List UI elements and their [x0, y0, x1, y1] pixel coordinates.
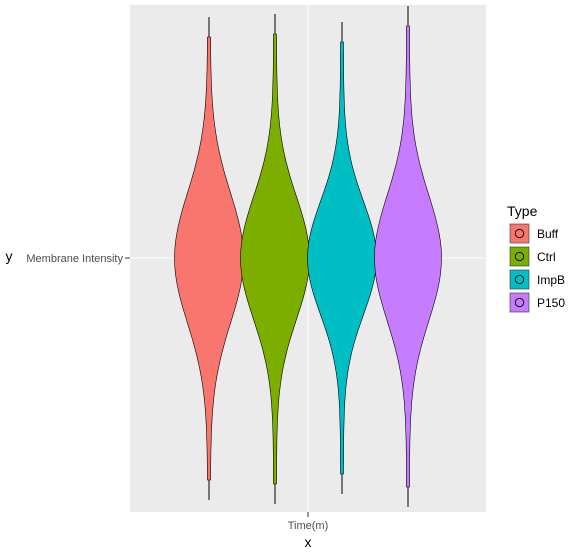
- legend-items: Buff Ctrl ImpB P150: [509, 223, 565, 313]
- violin-layer: [174, 6, 442, 507]
- legend-point-icon: [514, 251, 525, 262]
- legend-label-p150: P150: [537, 296, 565, 310]
- legend-key-p150: [509, 292, 530, 313]
- violin-impb: [307, 41, 377, 475]
- legend: Type Buff Ctrl ImpB P150: [507, 203, 565, 313]
- x-axis-title: x: [305, 534, 312, 550]
- legend-key-impb: [509, 269, 530, 290]
- legend-key-buff: [509, 223, 530, 244]
- legend-label-buff: Buff: [537, 227, 559, 241]
- violin-buff: [174, 36, 244, 481]
- y-axis-title: y: [6, 248, 13, 264]
- legend-label-impb: ImpB: [537, 273, 565, 287]
- violin-p150: [374, 25, 442, 488]
- legend-point-icon: [514, 274, 525, 285]
- x-tick-label: Time(m): [288, 520, 329, 532]
- legend-key-ctrl: [509, 246, 530, 267]
- y-tick-label: Membrane Intensity: [26, 253, 123, 265]
- violin-ctrl: [240, 33, 310, 485]
- legend-title: Type: [507, 203, 538, 219]
- legend-point-icon: [514, 297, 525, 308]
- legend-point-icon: [514, 228, 525, 239]
- legend-label-ctrl: Ctrl: [537, 250, 556, 264]
